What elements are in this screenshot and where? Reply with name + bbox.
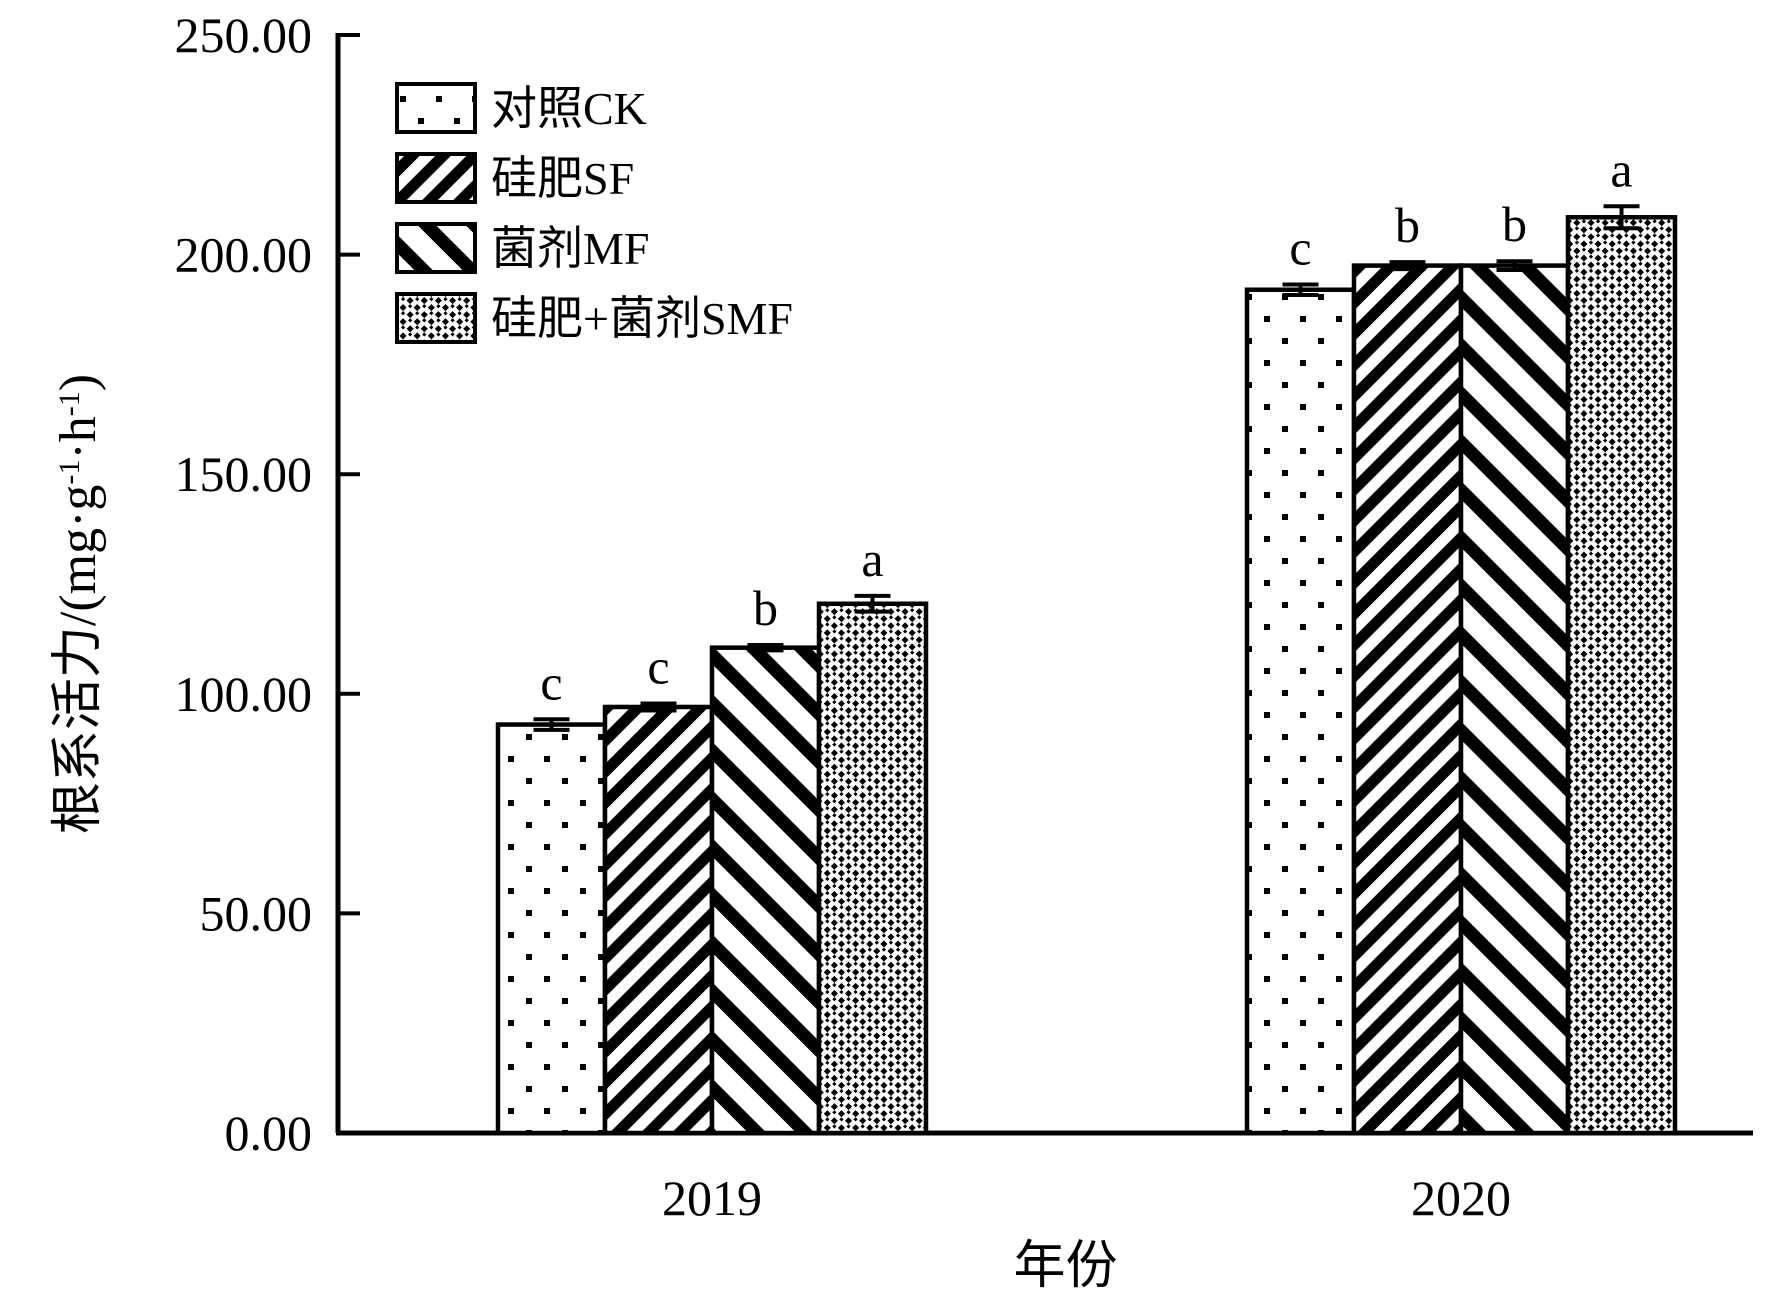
y-tick-label: 50.00 [200, 885, 313, 941]
y-tick-label: 200.00 [175, 227, 313, 283]
bar-2019-2 [709, 645, 822, 1136]
significance-label: c [647, 638, 669, 694]
legend-swatch [395, 222, 477, 274]
significance-label: c [540, 654, 562, 710]
plot-area: 0.00 50.00 100.00 150.00 200.00 250.00 2019 c c b… [175, 7, 1753, 1226]
bar-2020-2 [1458, 263, 1571, 1136]
bar-2020-3 [1565, 215, 1678, 1136]
significance-label: b [1395, 197, 1420, 253]
legend-label: 硅肥SF [491, 153, 634, 204]
significance-label: b [1502, 196, 1527, 252]
legend: 对照CK 硅肥SF 菌剂MF 硅肥+菌剂SMF [395, 82, 793, 344]
x-axis-title: 年份 [1013, 1238, 1117, 1295]
y-axis-title-main: 根系活力/(mg·g [50, 485, 107, 835]
legend-swatch [395, 152, 477, 204]
y-tick-label: 150.00 [175, 446, 313, 502]
y-axis-title: 根系活力/(mg·g-1·h-1) [50, 374, 107, 834]
significance-label: a [1610, 141, 1632, 197]
bar-2020-0 [1244, 287, 1357, 1136]
bar-2019-0 [495, 722, 608, 1136]
y-tick-label: 250.00 [175, 7, 313, 63]
y-axis-title-sup1: -1 [53, 460, 86, 485]
legend-label: 菌剂MF [491, 223, 649, 274]
legend-label: 硅肥+菌剂SMF [491, 293, 793, 344]
significance-label: b [753, 580, 778, 636]
y-tick-label: 0.00 [225, 1105, 313, 1161]
x-tick-label: 2019 [662, 1170, 762, 1226]
y-axis-title-end: ) [50, 374, 107, 391]
legend-swatch [395, 82, 477, 134]
y-axis-title-sup2: -1 [53, 391, 86, 416]
y-axis-title-mid: ·h [50, 416, 107, 459]
bar-2020-1 [1351, 263, 1464, 1136]
significance-label: c [1289, 219, 1311, 275]
y-tick-label: 100.00 [175, 666, 313, 722]
x-tick-label: 2020 [1411, 1170, 1511, 1226]
legend-swatch [395, 292, 477, 344]
bar-2019-1 [602, 704, 715, 1136]
significance-label: a [861, 531, 883, 587]
bar-2019-3 [816, 601, 929, 1136]
legend-label: 对照CK [491, 83, 647, 134]
